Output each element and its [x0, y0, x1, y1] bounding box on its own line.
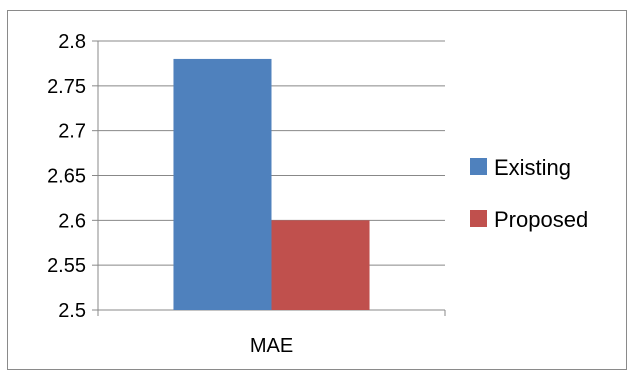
legend-swatch-proposed: [470, 210, 487, 227]
legend: Existing Proposed: [470, 155, 588, 232]
y-tick-label: 2.5: [58, 300, 86, 322]
bars: [173, 58, 370, 310]
bar-proposed: [271, 220, 370, 310]
x-category-label: MAE: [250, 335, 293, 357]
tick-labels: 2.5 2.55 2.6 2.65 2.7 2.75 2.8 MAE: [47, 31, 293, 357]
legend-swatch-existing: [470, 158, 487, 175]
y-tick-label: 2.55: [47, 255, 86, 277]
legend-label-proposed: Proposed: [494, 207, 588, 232]
y-tick-label: 2.7: [58, 121, 86, 143]
y-tick-label: 2.65: [47, 166, 86, 188]
legend-label-existing: Existing: [494, 155, 571, 180]
y-tick-label: 2.75: [47, 76, 86, 98]
y-tick-label: 2.6: [58, 210, 86, 232]
bar-existing: [173, 58, 272, 310]
y-tick-label: 2.8: [58, 31, 86, 53]
